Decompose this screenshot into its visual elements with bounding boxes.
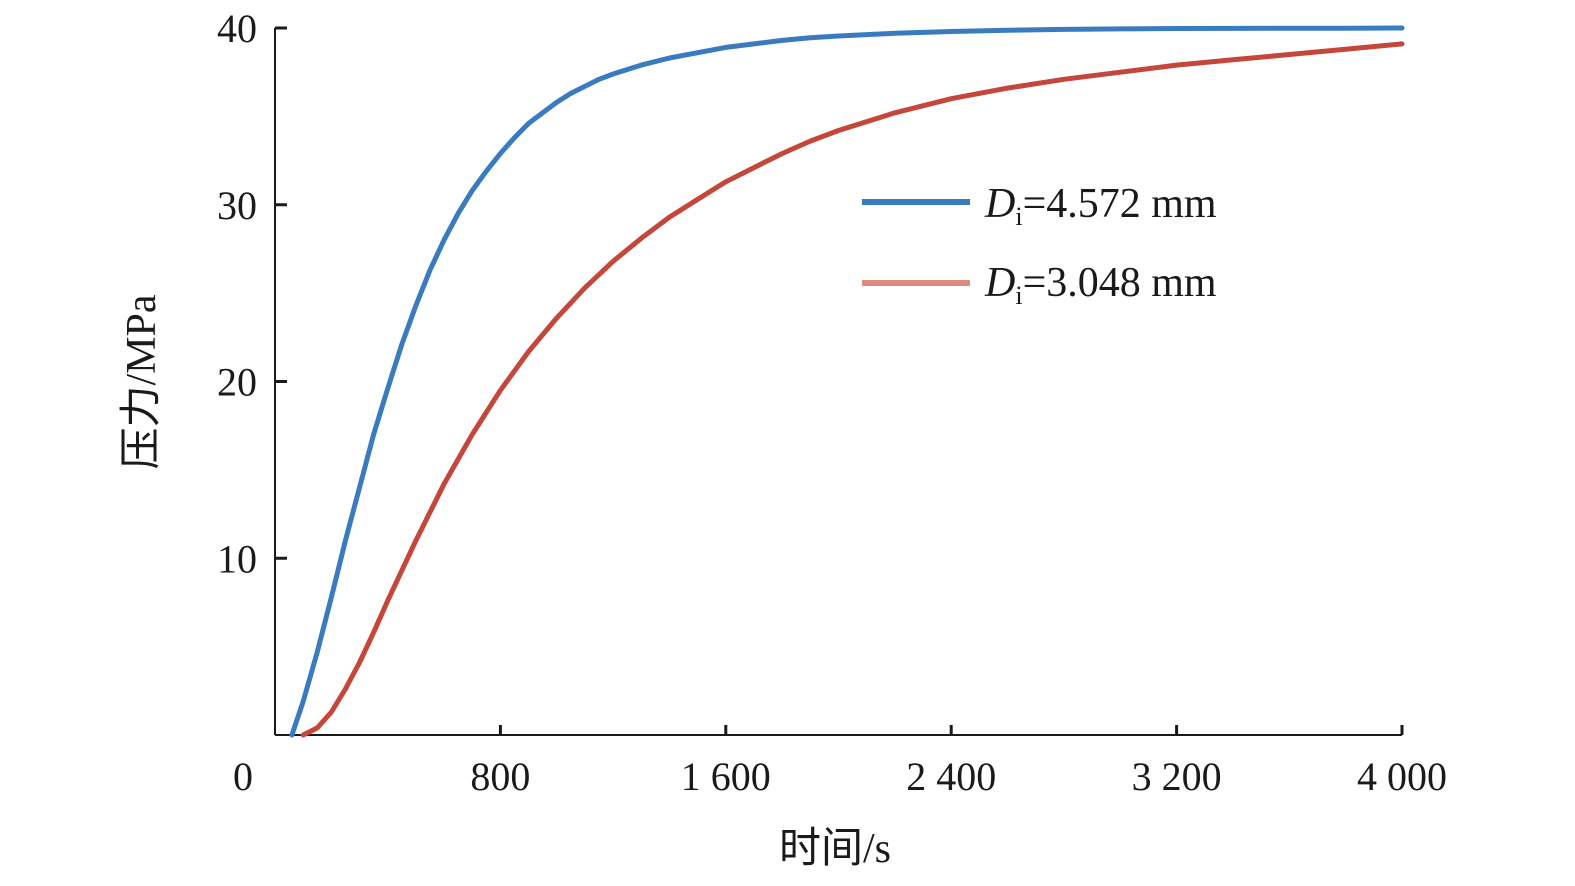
series-layer (289, 25, 1405, 738)
x-tick-label: 2 400 (906, 754, 996, 799)
y-axis-label: 压力/MPa (119, 294, 165, 469)
legend-label-series-2: Di=3.048 mm (984, 260, 1217, 310)
x-axis-label: 时间/s (779, 826, 891, 872)
x-tick-label: 3 200 (1132, 754, 1222, 799)
x-tick-label: 1 600 (681, 754, 771, 799)
y-tick-label: 40 (217, 6, 257, 51)
x-tick-label: 800 (470, 754, 530, 799)
legend-label-series-1: Di=4.572 mm (984, 181, 1217, 231)
x-tick-label: 0 (233, 754, 253, 799)
x-axis-ticks: 0 800 1 600 2 400 3 200 4 000 (233, 725, 1447, 799)
series-line-1 (289, 25, 1405, 738)
y-tick-label: 30 (217, 183, 257, 228)
series-line-2 (300, 41, 1405, 738)
y-tick-label: 10 (217, 536, 257, 581)
y-tick-label: 20 (217, 360, 257, 405)
legend: Di=4.572 mm Di=3.048 mm (862, 181, 1217, 310)
x-tick-label: 4 000 (1357, 754, 1447, 799)
y-axis-ticks: 10 20 30 40 (217, 6, 287, 581)
